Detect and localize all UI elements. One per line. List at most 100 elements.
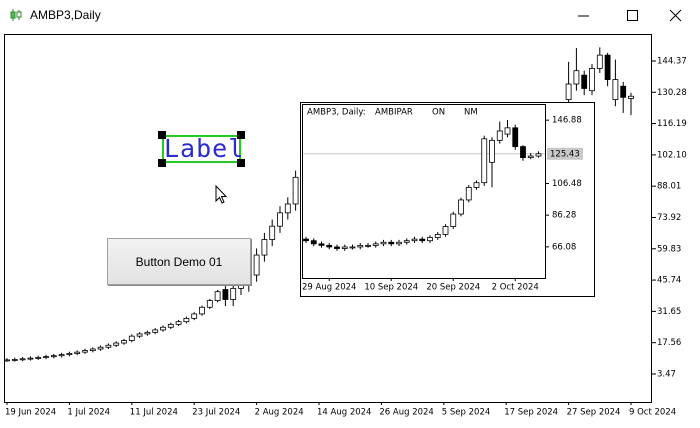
candle-body — [261, 239, 268, 256]
candle-body — [520, 146, 526, 159]
candle-body — [489, 139, 495, 163]
selection-handle[interactable] — [237, 159, 245, 167]
close-button[interactable] — [669, 9, 682, 22]
inset-chart: AMBP3, Daily: AMBIPAR ON NM 146.88 106.48… — [300, 102, 595, 297]
candle-body — [612, 79, 619, 100]
candle-body — [167, 323, 174, 328]
candle-body — [89, 348, 96, 351]
candle-body — [19, 358, 26, 361]
y-tick-label: 146.88 — [552, 116, 582, 126]
candle-body — [380, 241, 387, 245]
candle-body — [136, 333, 143, 337]
y-tick-label: 106.48 — [552, 179, 582, 189]
candle-body — [589, 68, 595, 92]
x-tick-label: 2 Oct 2024 — [492, 283, 539, 293]
candle-body — [66, 353, 73, 355]
candle-body — [403, 240, 410, 243]
y-tick-label: 59.83 — [657, 244, 681, 254]
candle-body — [121, 340, 127, 344]
candle-body — [318, 243, 325, 246]
x-tick-label: 23 Jul 2024 — [192, 408, 240, 418]
candle-body — [27, 357, 34, 360]
y-tick-label: 31.65 — [657, 307, 681, 317]
candle-body — [175, 321, 182, 325]
title-bar — [0, 0, 700, 30]
candle-body — [573, 70, 580, 85]
mouse-cursor — [215, 184, 228, 204]
candle-body — [496, 130, 503, 141]
candle-body — [191, 313, 198, 319]
inset-plot-frame — [302, 104, 546, 279]
y-tick-label: 144.37 — [657, 56, 687, 66]
candle-body — [628, 95, 634, 99]
window-icon — [10, 9, 22, 21]
candle-body — [365, 244, 371, 247]
price-label: 125.43 — [550, 149, 580, 159]
candle-body — [284, 203, 291, 214]
x-tick-label: 1 Jul 2024 — [67, 408, 110, 418]
selection-handle[interactable] — [158, 159, 166, 167]
candle-body — [419, 238, 426, 242]
candle-body — [43, 356, 49, 358]
maximize-button[interactable] — [627, 10, 638, 21]
y-tick-label: 130.28 — [657, 88, 687, 98]
candle-body — [160, 326, 166, 331]
y-tick-label: 73.92 — [657, 213, 681, 223]
window-title: AMBP3,Daily — [30, 8, 101, 22]
candle-body — [206, 300, 213, 308]
candle-body — [277, 212, 283, 227]
button[interactable]: Button Demo 01 — [107, 238, 251, 285]
candle-body — [596, 54, 603, 69]
candle-body — [450, 213, 457, 227]
x-tick-label: 27 Sep 2024 — [567, 408, 621, 418]
candle-body — [349, 246, 356, 249]
candle-body — [527, 155, 534, 159]
candle-body — [11, 359, 18, 361]
candle-body — [427, 237, 433, 242]
candle-body — [310, 240, 317, 245]
y-tick-label: 3.47 — [657, 369, 676, 379]
inset-symbol-name: AMBIPAR — [375, 108, 413, 118]
selection-handle[interactable] — [237, 131, 245, 139]
candle-body — [144, 331, 151, 335]
x-tick-label: 19 Jun 2024 — [5, 408, 56, 418]
candle-body — [152, 329, 159, 333]
selection-handle[interactable] — [158, 131, 166, 139]
candle-body — [230, 287, 237, 300]
candle-body — [58, 354, 65, 357]
candle-body — [604, 54, 611, 80]
label-object[interactable]: Label — [162, 134, 245, 163]
candle-body — [214, 291, 221, 301]
inset-frame — [300, 102, 595, 297]
candle-body — [535, 153, 542, 157]
candle-body — [334, 246, 340, 249]
x-tick-label: 20 Sep 2024 — [426, 283, 480, 293]
candle-body — [82, 350, 88, 353]
candle-body — [581, 74, 588, 89]
candle-body — [473, 182, 480, 188]
y-tick-label: 88.01 — [657, 182, 681, 192]
inset-flag: ON — [432, 108, 445, 118]
x-tick-label: 5 Sep 2024 — [442, 408, 490, 418]
candle-body — [326, 244, 333, 248]
candle-body — [303, 238, 309, 242]
candle-body — [357, 244, 364, 248]
candle-body — [341, 246, 348, 249]
candle-body — [481, 138, 488, 184]
candle-body — [113, 342, 120, 346]
inset-title: AMBP3, Daily: — [307, 108, 366, 118]
candle-body — [74, 351, 81, 354]
x-tick-label: 9 Oct 2024 — [629, 408, 676, 418]
candle-body — [465, 186, 472, 201]
candle-body — [458, 199, 464, 215]
y-tick-label: 86.28 — [552, 211, 576, 221]
candle-body — [199, 306, 205, 315]
x-tick-label: 2 Aug 2024 — [255, 408, 304, 418]
candle-body — [396, 241, 402, 245]
candle-body — [620, 85, 627, 98]
x-tick-label: 29 Aug 2024 — [302, 283, 356, 293]
y-tick-label: 102.10 — [657, 150, 687, 160]
candle-body — [97, 346, 104, 350]
